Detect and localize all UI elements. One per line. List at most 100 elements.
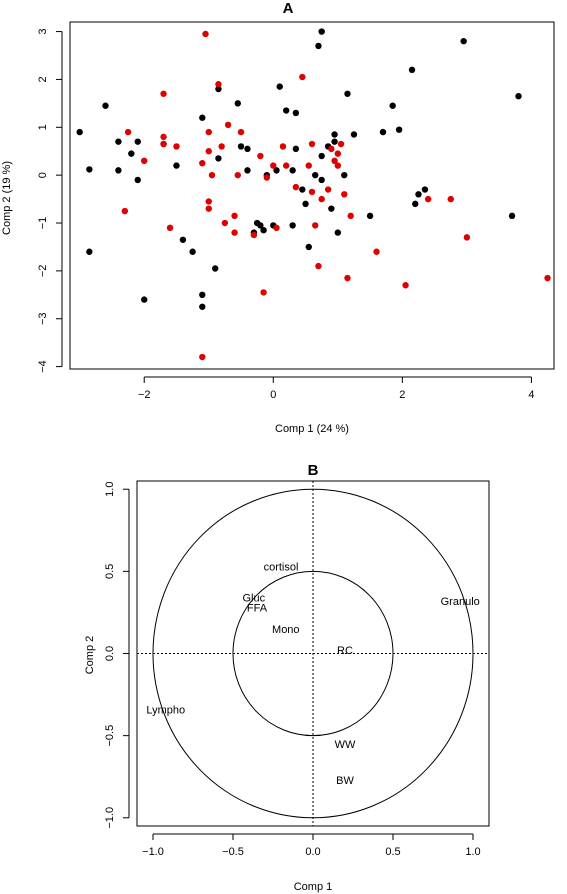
point-red: [160, 140, 167, 148]
point-black: [334, 229, 342, 236]
point-black: [189, 248, 196, 255]
point-red: [318, 195, 325, 203]
variable-label-rc: RC: [337, 645, 353, 657]
point-red: [257, 152, 264, 160]
point-red: [305, 162, 312, 169]
variable-label-ww: WW: [335, 739, 356, 751]
point-red: [224, 121, 232, 129]
y-tick-label: 1.0: [104, 482, 116, 497]
point-red: [234, 171, 241, 179]
point-black: [115, 138, 122, 145]
point-black: [215, 155, 222, 162]
point-red: [202, 30, 209, 38]
point-black: [76, 128, 83, 136]
point-black: [244, 167, 251, 174]
point-black: [276, 83, 283, 90]
point-black: [86, 248, 93, 255]
panel-b-title: B: [308, 462, 319, 479]
panel-b-x-label: Comp 1: [294, 881, 333, 893]
point-black: [344, 90, 351, 97]
point-black: [173, 162, 180, 169]
y-tick-label: 0: [37, 172, 49, 178]
x-tick-label: −2: [138, 389, 151, 401]
variable-label-bw: BW: [336, 775, 354, 787]
x-tick-label: −1.0: [142, 846, 164, 858]
y-tick-label: −3: [37, 312, 49, 325]
point-red: [308, 140, 316, 148]
point-black: [395, 126, 403, 133]
x-tick-label: 0.0: [305, 846, 320, 858]
panel-b-reference-lines: [137, 481, 489, 826]
point-red: [160, 133, 167, 141]
point-red: [328, 145, 335, 153]
point-red: [205, 128, 212, 136]
point-red: [121, 207, 129, 215]
point-black: [115, 167, 122, 174]
point-red: [447, 195, 454, 203]
point-black: [134, 138, 141, 145]
point-red: [166, 224, 174, 232]
point-red: [250, 231, 258, 239]
point-red: [273, 224, 280, 232]
point-red: [237, 128, 245, 136]
point-black: [331, 131, 338, 138]
point-red: [199, 159, 206, 167]
panel-a-y-label: Comp 2 (19 %): [1, 161, 13, 235]
point-black: [460, 37, 467, 45]
variable-label-gluc: Gluc: [242, 593, 265, 605]
point-black: [408, 66, 416, 74]
point-red: [231, 229, 238, 236]
point-red: [299, 73, 306, 81]
y-tick-label: −1: [37, 217, 49, 230]
point-red: [141, 157, 148, 164]
point-black: [421, 186, 429, 193]
point-red: [544, 274, 551, 282]
point-red: [173, 143, 180, 150]
point-red: [221, 219, 229, 227]
point-black: [331, 138, 338, 145]
point-black: [292, 109, 300, 117]
x-tick-label: 0.5: [385, 846, 400, 858]
panel-b-y-label: Comp 2: [84, 636, 96, 675]
point-black: [515, 92, 522, 100]
y-tick-label: −4: [37, 360, 49, 373]
panel-b-axes: −1.0 −0.5 0.0 0.5 1.0 −1.0 −0.5 0.0 0.5 1.0: [104, 482, 481, 858]
point-red: [279, 143, 287, 150]
point-red: [215, 81, 222, 88]
point-black: [292, 145, 300, 153]
y-tick-label: 2: [37, 76, 49, 82]
point-black: [199, 114, 206, 121]
point-black: [260, 227, 267, 234]
point-black: [312, 171, 319, 179]
point-black: [141, 296, 148, 303]
point-black: [199, 291, 206, 299]
point-red: [292, 183, 300, 191]
point-red: [463, 234, 471, 241]
point-red: [373, 248, 380, 255]
point-black: [179, 236, 187, 243]
point-red: [402, 282, 409, 289]
y-tick-label: −1.0: [104, 807, 116, 829]
point-black: [215, 85, 222, 93]
panel-a-scatter: A −2 0 2 4 −4 −3 −2 −1 0 1 2 3 Comp 1 (24 %) Comp …: [1, 0, 555, 435]
panel-a-points: [76, 28, 551, 361]
point-black: [102, 102, 109, 109]
variable-label-cortisol: cortisol: [264, 561, 299, 573]
x-tick-label: 4: [528, 389, 534, 401]
y-tick-label: −0.5: [104, 725, 116, 747]
point-black: [234, 100, 241, 107]
point-black: [389, 102, 396, 109]
point-red: [160, 90, 167, 97]
point-black: [273, 167, 280, 174]
variable-label-lympho: Lympho: [146, 704, 185, 716]
point-black: [318, 28, 325, 35]
point-red: [208, 171, 216, 179]
point-red: [205, 148, 212, 155]
panel-a-x-axis: −2 0 2 4: [138, 376, 534, 401]
point-black: [212, 265, 219, 272]
point-red: [315, 262, 322, 270]
variable-label-ffa: FFA: [247, 603, 268, 615]
y-tick-label: 1: [37, 124, 49, 130]
